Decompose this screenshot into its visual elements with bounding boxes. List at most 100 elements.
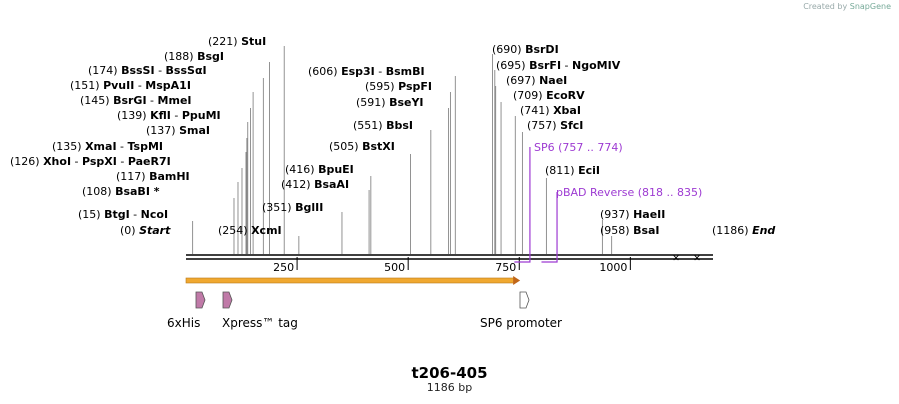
enzyme-name: SmaI [179, 124, 210, 137]
restriction-site-label: (151) PvuII - MspA1I [70, 79, 191, 92]
site-position: (757) [527, 119, 560, 132]
feature-label: 6xHis [167, 316, 200, 330]
enzyme-name: NaeI [539, 74, 567, 87]
primer-arrow [541, 192, 558, 263]
enzyme-name: NgoMIV [572, 59, 621, 72]
name-separator: - [561, 59, 572, 72]
name-separator: - [117, 155, 128, 168]
restriction-site-label: (591) BseYI [356, 96, 424, 109]
enzyme-name: BsrGI [113, 94, 146, 107]
site-position: (0) [120, 224, 139, 237]
site-position: (416) [285, 163, 318, 176]
site-position: (151) [70, 79, 103, 92]
name-separator: - [130, 208, 141, 221]
site-position: (551) [353, 119, 386, 132]
site-position: (254) [218, 224, 251, 237]
restriction-site-label: (174) BssSI - BssSαI [88, 64, 207, 77]
restriction-site-label: (145) BsrGI - MmeI [80, 94, 192, 107]
site-position: (697) [506, 74, 539, 87]
restriction-site-label: (937) HaeII [600, 208, 665, 221]
site-position: (351) [262, 201, 295, 214]
restriction-site-label: (108) BsaBI * [82, 185, 160, 198]
watermark-prefix: Created by [803, 2, 848, 11]
restriction-site-label: (690) BsrDI [492, 43, 559, 56]
restriction-site-label: (139) KflI - PpuMI [117, 109, 221, 122]
enzyme-name: PvuII [103, 79, 134, 92]
enzyme-name: Esp3I [341, 65, 375, 78]
primer-label: pBAD Reverse (818 .. 835) [556, 186, 702, 199]
restriction-site-label: (126) XhoI - PspXI - PaeR7I [10, 155, 171, 168]
enzyme-name: MspA1I [145, 79, 191, 92]
site-position: (811) [545, 164, 578, 177]
name-separator: - [147, 94, 158, 107]
enzyme-name: XmaI [85, 140, 116, 153]
enzyme-name: End [752, 224, 775, 237]
enzyme-name: BsmBI [386, 65, 425, 78]
enzyme-name: StuI [241, 35, 266, 48]
enzyme-name: XhoI [43, 155, 71, 168]
orf-arrowhead [513, 276, 521, 285]
enzyme-name: XbaI [553, 104, 581, 117]
backbone-break-1: ✕ [693, 254, 701, 264]
enzyme-name: BtgI [104, 208, 130, 221]
feature-label: Xpress™ tag [222, 316, 298, 330]
restriction-site-label: (757) SfcI [527, 119, 583, 132]
watermark-brand: SnapGene [849, 2, 891, 11]
name-separator: - [134, 79, 145, 92]
enzyme-name: BbsI [386, 119, 413, 132]
site-position: (595) [365, 80, 398, 93]
enzyme-name: BssSI [121, 64, 155, 77]
enzyme-name: BstXI [362, 140, 395, 153]
enzyme-name: PspFI [398, 80, 432, 93]
enzyme-name: XcmI [251, 224, 282, 237]
restriction-site-label: (0) Start [120, 224, 171, 237]
enzyme-name: EciI [578, 164, 600, 177]
restriction-site-label: (709) EcoRV [513, 89, 585, 102]
site-position: (958) [600, 224, 633, 237]
enzyme-name: BsaAI [314, 178, 349, 191]
enzyme-name: BsaBI * [115, 185, 160, 198]
restriction-site-label: (551) BbsI [353, 119, 413, 132]
restriction-site-label: (416) BpuEI [285, 163, 354, 176]
restriction-site-label: (221) StuI [208, 35, 266, 48]
enzyme-name: PpuMI [182, 109, 221, 122]
enzyme-name: MmeI [158, 94, 192, 107]
restriction-site-label: (958) BsaI [600, 224, 660, 237]
site-position: (188) [164, 50, 197, 63]
site-position: (15) [78, 208, 104, 221]
sequence-title: t206-405 [411, 364, 488, 382]
enzyme-name: KflI [150, 109, 171, 122]
enzyme-name: BseYI [389, 96, 423, 109]
name-separator: - [155, 64, 166, 77]
restriction-site-label: (135) XmaI - TspMI [52, 140, 163, 153]
restriction-site-label: (606) Esp3I - BsmBI [308, 65, 425, 78]
enzyme-name: PaeR7I [128, 155, 171, 168]
enzyme-name: PspXI [82, 155, 117, 168]
restriction-site-label: (351) BglII [262, 201, 323, 214]
site-position: (741) [520, 104, 553, 117]
enzyme-name: BglII [295, 201, 323, 214]
site-position: (126) [10, 155, 43, 168]
enzyme-name: BsaI [633, 224, 659, 237]
enzyme-name: EcoRV [546, 89, 585, 102]
restriction-site-label: (1186) End [712, 224, 775, 237]
tick-label: 500 [384, 261, 405, 274]
name-separator: - [171, 109, 182, 122]
restriction-site-label: (117) BamHI [116, 170, 190, 183]
restriction-site-label: (741) XbaI [520, 104, 581, 117]
site-position: (137) [146, 124, 179, 137]
enzyme-name: SfcI [560, 119, 583, 132]
restriction-site-label: (695) BsrFI - NgoMIV [496, 59, 621, 72]
enzyme-name: BpuEI [318, 163, 354, 176]
enzyme-name: NcoI [141, 208, 168, 221]
site-position: (505) [329, 140, 362, 153]
restriction-site-label: (412) BsaAI [281, 178, 349, 191]
name-separator: - [117, 140, 128, 153]
restriction-site-label: (188) BsgI [164, 50, 224, 63]
enzyme-name: BsgI [197, 50, 224, 63]
primer-range: (757 .. 774) [558, 141, 623, 154]
site-position: (117) [116, 170, 149, 183]
site-position: (1186) [712, 224, 752, 237]
site-position: (709) [513, 89, 546, 102]
